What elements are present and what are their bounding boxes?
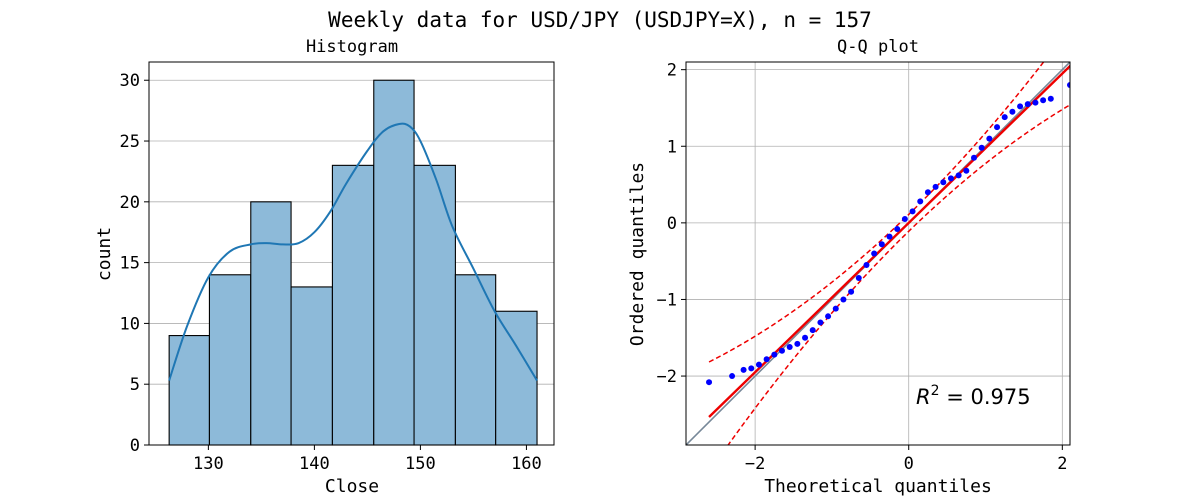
histogram-bar [208, 274, 252, 446]
histogram-bar [495, 310, 538, 446]
qq-point [1009, 108, 1016, 115]
qq-point [963, 167, 970, 174]
qq-panel: Q-Q plot −2 0 2 −2 −1 0 1 2 R2 = 0.975 Theoret… [627, 37, 1071, 497]
qq-point [1017, 103, 1024, 110]
histogram-y-tick-label: 30 [120, 71, 140, 91]
histogram-bars [168, 79, 538, 446]
histogram-y-ticks: 0 5 10 15 20 25 30 [120, 71, 149, 456]
qq-point [748, 365, 755, 372]
qq-point [740, 366, 747, 373]
qq-point [779, 347, 785, 354]
qq-point [825, 313, 832, 320]
qq-point [848, 288, 855, 295]
qq-y-tick-label: 0 [667, 214, 677, 234]
histogram-y-tick-label: 5 [130, 375, 140, 395]
qq-point [817, 319, 824, 326]
qq-point [878, 241, 885, 248]
histogram-bar [331, 164, 375, 446]
qq-point [1040, 97, 1047, 104]
qq-point [917, 198, 924, 205]
figure-suptitle: Weekly data for USD/JPY (USDJPY=X), n = … [328, 8, 872, 32]
qq-point [786, 343, 793, 350]
histogram-bar [413, 164, 456, 446]
histogram-bar [250, 201, 292, 446]
qq-point [729, 373, 736, 380]
qq-confidence-band-lower [727, 103, 1070, 445]
qq-x-tick-label: 2 [1057, 454, 1067, 474]
histogram-axes-frame [148, 61, 555, 446]
qq-title: Q-Q plot [837, 37, 919, 57]
qq-point [986, 135, 993, 142]
qq-point [855, 275, 862, 282]
qq-axes-frame [685, 61, 1071, 446]
histogram-y-tick-label: 20 [120, 193, 140, 213]
qq-reference-line [686, 62, 1070, 445]
qq-point [894, 225, 901, 232]
qq-point [940, 179, 947, 186]
histogram-kde-curve [168, 122, 538, 382]
qq-point [809, 327, 816, 334]
qq-point [1024, 101, 1031, 108]
qq-point [1047, 95, 1054, 102]
qq-point [909, 208, 916, 215]
qq-point [971, 154, 977, 161]
qq-point [706, 379, 713, 386]
histogram-title: Histogram [306, 37, 398, 57]
qq-point [794, 340, 801, 347]
qq-points [706, 81, 1070, 386]
qq-point [955, 172, 962, 179]
qq-r2-annotation: R2 = 0.975 [916, 383, 1031, 409]
histogram-y-tick-label: 0 [130, 436, 140, 456]
histogram-x-ticks: 130 140 150 160 [193, 445, 542, 474]
histogram-x-tick-label: 150 [405, 454, 436, 474]
qq-point [924, 189, 931, 196]
histogram-x-tick-label: 130 [193, 454, 224, 474]
histogram-x-tick-label: 160 [511, 454, 542, 474]
qq-point [932, 183, 939, 190]
qq-ylabel: Ordered quantiles [627, 162, 648, 346]
qq-point [901, 216, 908, 223]
qq-x-ticks: −2 0 2 [745, 445, 1067, 474]
qq-point [978, 144, 985, 151]
qq-y-ticks: −2 −1 0 1 2 [657, 61, 686, 387]
histogram-bar [290, 286, 333, 446]
histogram-y-tick-label: 15 [120, 254, 140, 274]
qq-point [771, 351, 778, 358]
qq-xlabel: Theoretical quantiles [764, 476, 992, 497]
histogram-y-tick-label: 10 [120, 314, 140, 334]
histogram-x-tick-label: 140 [299, 454, 330, 474]
qq-point [840, 296, 847, 303]
histogram-ylabel: count [94, 227, 115, 281]
qq-point [863, 261, 870, 268]
qq-gridlines [686, 62, 1070, 445]
qq-point [1001, 114, 1008, 121]
qq-y-tick-label: 2 [667, 61, 677, 81]
qq-point [871, 250, 878, 257]
qq-point [947, 175, 954, 182]
histogram-xlabel: Close [325, 476, 379, 497]
qq-point [755, 361, 762, 368]
qq-y-tick-label: −2 [657, 367, 677, 387]
qq-x-tick-label: 0 [904, 454, 914, 474]
qq-point [1032, 99, 1039, 106]
qq-point [832, 305, 839, 312]
histogram-y-tick-label: 25 [120, 132, 140, 152]
histogram-bar [168, 335, 210, 446]
qq-y-tick-label: −1 [657, 290, 677, 310]
qq-confidence-band-upper [708, 62, 1045, 363]
qq-point [802, 334, 809, 341]
qq-x-tick-label: −2 [745, 454, 765, 474]
qq-point [1067, 81, 1070, 88]
qq-y-tick-label: 1 [667, 137, 677, 157]
qq-point [886, 233, 893, 240]
qq-point [994, 124, 1001, 131]
histogram-panel: Histogram 130 140 150 160 0 5 10 15 20 25 30 Clos… [94, 37, 555, 497]
histogram-bar [373, 79, 415, 446]
qq-point [763, 356, 770, 363]
